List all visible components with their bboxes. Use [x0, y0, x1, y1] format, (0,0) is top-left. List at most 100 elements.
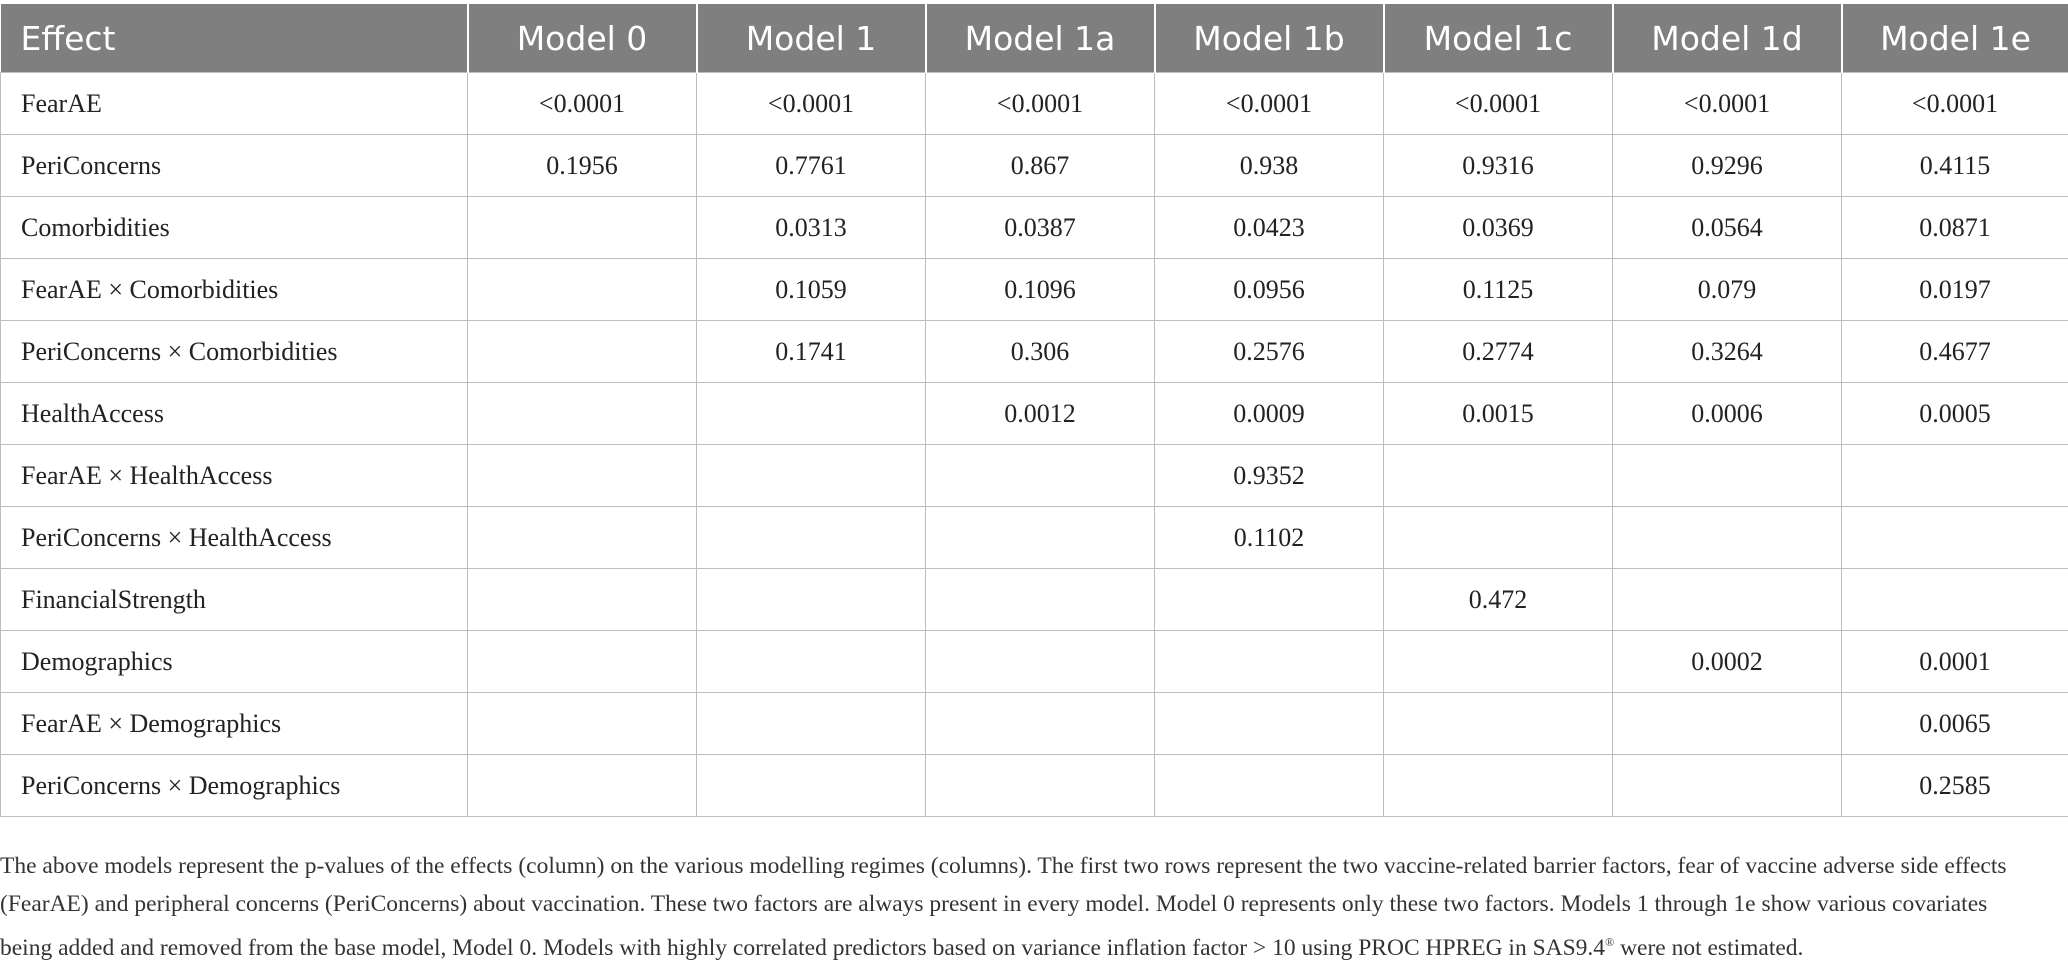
- p-value-cell: 0.2774: [1383, 320, 1613, 383]
- table-row: PeriConcerns × Comorbidities 0.1741 0.306 0…: [0, 320, 2068, 383]
- table-row: FearAE × HealthAccess 0.9352: [0, 444, 2068, 507]
- effect-label: FinancialStrength: [0, 568, 468, 631]
- column-header-model: Model 0: [466, 4, 697, 73]
- table-row: PeriConcerns × HealthAccess 0.1102: [0, 506, 2068, 569]
- column-header-model: Model 1c: [1382, 4, 1613, 73]
- p-value-cell: 0.0002: [1612, 630, 1842, 693]
- p-value-cell: [1154, 754, 1384, 817]
- effect-label: FearAE × Demographics: [0, 692, 468, 755]
- registered-mark: ®: [1605, 934, 1615, 949]
- p-value-cell: 0.0871: [1841, 196, 2068, 259]
- p-value-cell: [1383, 692, 1613, 755]
- p-value-cell: 0.0005: [1841, 382, 2068, 445]
- p-value-cell: [1154, 692, 1384, 755]
- p-value-cell: <0.0001: [1841, 72, 2068, 135]
- p-value-cell: [467, 196, 697, 259]
- p-value-cell: [925, 630, 1155, 693]
- p-value-cell: [467, 444, 697, 507]
- p-value-cell: [1383, 754, 1613, 817]
- footnote-text-end: were not estimated.: [1614, 934, 1804, 961]
- table-row: FearAE <0.0001 <0.0001 <0.0001 <0.0001 <0.000…: [0, 72, 2068, 135]
- p-value-cell: [925, 692, 1155, 755]
- table-row: PeriConcerns × Demographics 0.2585: [0, 754, 2068, 817]
- p-value-cell: [1841, 444, 2068, 507]
- p-value-cell: [467, 258, 697, 321]
- p-value-cell: <0.0001: [1154, 72, 1384, 135]
- p-value-cell: [1383, 630, 1613, 693]
- p-value-cell: [1612, 692, 1842, 755]
- p-value-cell: 0.0006: [1612, 382, 1842, 445]
- p-value-cell: [1383, 444, 1613, 507]
- table-footnote: The above models represent the p-values …: [0, 847, 2040, 967]
- p-value-cell: 0.0956: [1154, 258, 1384, 321]
- p-value-cell: [1841, 506, 2068, 569]
- p-value-cell: <0.0001: [1612, 72, 1842, 135]
- p-value-cell: <0.0001: [925, 72, 1155, 135]
- p-value-cell: 0.472: [1383, 568, 1613, 631]
- p-value-cell: [696, 692, 926, 755]
- p-value-cell: 0.3264: [1612, 320, 1842, 383]
- p-value-cell: 0.0065: [1841, 692, 2068, 755]
- column-header-model: Model 1: [695, 4, 926, 73]
- p-value-cell: 0.0564: [1612, 196, 1842, 259]
- p-value-cell: [925, 506, 1155, 569]
- p-value-cell: 0.4115: [1841, 134, 2068, 197]
- effect-label: PeriConcerns × HealthAccess: [0, 506, 468, 569]
- p-value-cell: [696, 754, 926, 817]
- p-value-cell: 0.1125: [1383, 258, 1613, 321]
- effect-label: PeriConcerns × Demographics: [0, 754, 468, 817]
- p-value-cell: [1383, 506, 1613, 569]
- p-value-cell: 0.0423: [1154, 196, 1384, 259]
- p-value-cell: 0.4677: [1841, 320, 2068, 383]
- p-value-cell: [696, 568, 926, 631]
- p-value-cell: 0.0313: [696, 196, 926, 259]
- p-value-cell: 0.1956: [467, 134, 697, 197]
- p-value-cell: 0.938: [1154, 134, 1384, 197]
- p-value-cell: 0.0015: [1383, 382, 1613, 445]
- p-value-cell: 0.9296: [1612, 134, 1842, 197]
- p-value-cell: 0.0001: [1841, 630, 2068, 693]
- header-row: Effect Model 0 Model 1 Model 1a Model 1b Mode…: [0, 4, 2068, 73]
- p-value-cell: 0.867: [925, 134, 1155, 197]
- table-row: Demographics 0.0002 0.0001: [0, 630, 2068, 693]
- table-body: FearAE <0.0001 <0.0001 <0.0001 <0.0001 <0.000…: [0, 72, 2068, 817]
- p-value-cell: 0.9316: [1383, 134, 1613, 197]
- table-row: FearAE × Comorbidities 0.1059 0.1096 0.0956…: [0, 258, 2068, 321]
- p-value-cell: <0.0001: [467, 72, 697, 135]
- p-value-cell: <0.0001: [696, 72, 926, 135]
- footnote-text: The above models represent the p-values …: [0, 852, 2007, 961]
- p-value-cell: 0.7761: [696, 134, 926, 197]
- p-value-cell: 0.1096: [925, 258, 1155, 321]
- pvalue-table: Effect Model 0 Model 1 Model 1a Model 1b Mode…: [0, 4, 2068, 817]
- column-header-model: Model 1a: [924, 4, 1155, 73]
- table-row: PeriConcerns 0.1956 0.7761 0.867 0.938 0.9316…: [0, 134, 2068, 197]
- table-row: HealthAccess 0.0012 0.0009 0.0015 0.0006 0.00…: [0, 382, 2068, 445]
- effect-label: PeriConcerns × Comorbidities: [0, 320, 468, 383]
- p-value-cell: [467, 382, 697, 445]
- p-value-cell: [1612, 568, 1842, 631]
- p-value-cell: [925, 568, 1155, 631]
- p-value-cell: [467, 506, 697, 569]
- p-value-cell: [696, 444, 926, 507]
- table-header: Effect Model 0 Model 1 Model 1a Model 1b Mode…: [0, 4, 2068, 73]
- column-header-model: Model 1e: [1840, 4, 2068, 73]
- effect-label: Comorbidities: [0, 196, 468, 259]
- p-value-cell: [467, 630, 697, 693]
- table-row: Comorbidities 0.0313 0.0387 0.0423 0.0369 0.0…: [0, 196, 2068, 259]
- p-value-cell: 0.0369: [1383, 196, 1613, 259]
- effect-label: Demographics: [0, 630, 468, 693]
- effect-label: PeriConcerns: [0, 134, 468, 197]
- p-value-cell: 0.306: [925, 320, 1155, 383]
- p-value-cell: [1154, 630, 1384, 693]
- p-value-cell: [925, 444, 1155, 507]
- p-value-cell: 0.0012: [925, 382, 1155, 445]
- p-value-cell: 0.0197: [1841, 258, 2068, 321]
- effect-label: FearAE: [0, 72, 468, 135]
- p-value-cell: <0.0001: [1383, 72, 1613, 135]
- column-header-model: Model 1d: [1611, 4, 1842, 73]
- p-value-cell: [1612, 506, 1842, 569]
- p-value-cell: [1841, 568, 2068, 631]
- p-value-cell: [1154, 568, 1384, 631]
- p-value-cell: [1612, 444, 1842, 507]
- effect-label: FearAE × Comorbidities: [0, 258, 468, 321]
